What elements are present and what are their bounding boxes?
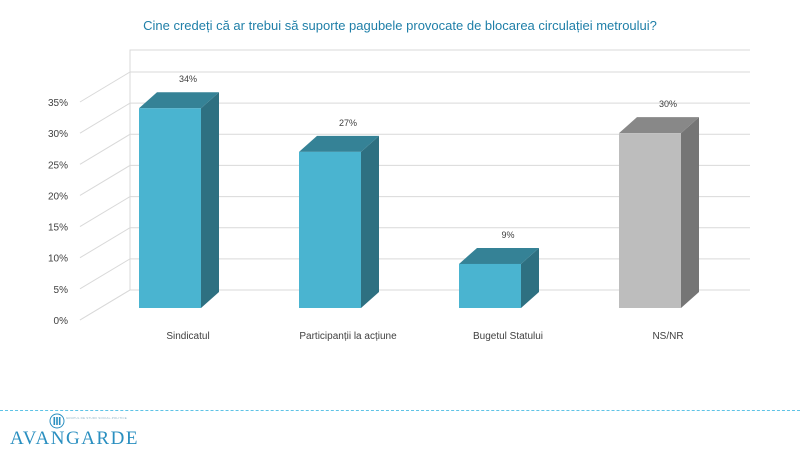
y-tick-label: 5%: [54, 285, 69, 296]
gridline: [79, 227, 750, 259]
back-wall: [129, 49, 750, 290]
x-tick-label: Sindicatul: [166, 331, 209, 342]
gridline: [79, 196, 750, 228]
x-tick-label: Participanții la acțiune: [299, 331, 397, 342]
y-tick-label: 10%: [48, 254, 68, 265]
y-tick-label: 35%: [48, 98, 68, 109]
data-label: 27%: [339, 118, 357, 128]
footer-divider: [0, 410, 800, 411]
bar: [459, 263, 521, 308]
y-tick-label: 15%: [48, 223, 68, 234]
bar-chart: 0% 5% 10% 15% 20% 25% 30% 35% 34% Sindicatul 27% Pa…: [48, 49, 750, 342]
bar: [139, 108, 201, 308]
y-tick-label: 20%: [48, 191, 68, 202]
bar-top: [299, 135, 379, 152]
chart-title: Cine credeți că ar trebui să suporte pag…: [143, 18, 657, 33]
bar-side: [361, 135, 379, 308]
x-tick-label: NS/NR: [652, 331, 683, 342]
bar-top: [139, 92, 219, 109]
bar-top: [619, 117, 699, 134]
x-tick-label: Bugetul Statului: [473, 331, 543, 342]
floor-edge: [79, 289, 131, 321]
logo-tagline: GRUPUL DE STUDII SOCIAL-POLITICE: [66, 416, 127, 420]
gridline: [79, 258, 750, 290]
bar-side: [201, 92, 219, 308]
data-label: 30%: [659, 99, 677, 109]
data-label: 34%: [179, 74, 197, 84]
gridline: [79, 71, 750, 103]
gridline: [79, 164, 750, 196]
bar-side: [681, 117, 699, 309]
logo-wordmark: AVANGARDE: [10, 428, 139, 449]
data-label: 9%: [501, 230, 514, 240]
gridline: [79, 133, 750, 165]
bar: [619, 133, 681, 308]
columns-logo-icon: [49, 413, 65, 429]
bar-top: [459, 247, 539, 264]
avangarde-logo: GRUPUL DE STUDII SOCIAL-POLITICE AVANGAR…: [2, 412, 137, 449]
gridline: [79, 102, 750, 134]
y-tick-label: 25%: [48, 160, 68, 171]
y-tick-label: 30%: [48, 129, 68, 140]
bar: [299, 151, 361, 308]
y-tick-label: 0%: [54, 316, 69, 327]
bar-side: [521, 247, 539, 308]
